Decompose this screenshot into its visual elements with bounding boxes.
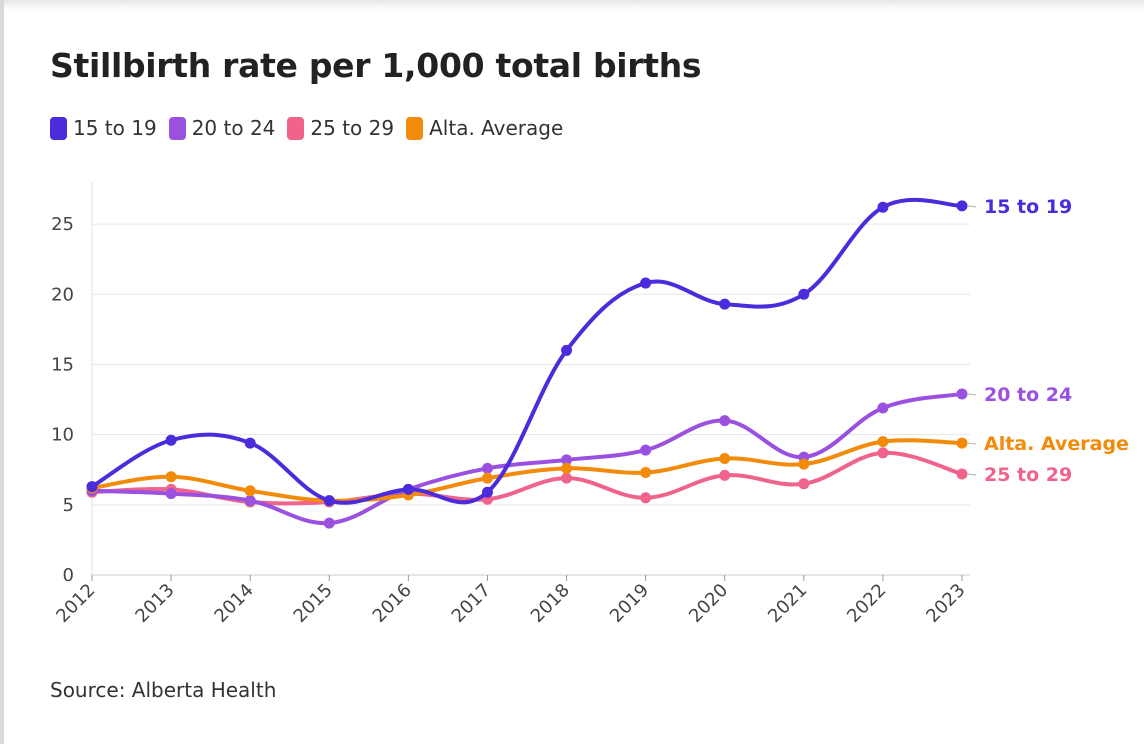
legend: 15 to 19 20 to 24 25 to 29 Alta. Average — [50, 116, 575, 140]
point-20-to-24-2017 — [481, 462, 493, 474]
point-15-to-19-2019 — [640, 277, 652, 289]
point-15-to-19-2020 — [719, 298, 731, 310]
y-tick-label-0: 0 — [63, 565, 74, 586]
legend-swatch-alta-average — [406, 116, 424, 140]
y-tick-label-5: 5 — [63, 495, 74, 516]
end-label-15-to-19: 15 to 19 — [984, 196, 1072, 218]
point-15-to-19-2022 — [877, 201, 889, 213]
point-15-to-19-2021 — [798, 288, 810, 300]
y-tick-label-15: 15 — [51, 354, 74, 375]
x-tick-label-2018: 2018 — [527, 580, 574, 627]
end-label-20-to-24: 20 to 24 — [984, 384, 1072, 406]
point-alta-average-2023 — [956, 437, 968, 449]
x-tick-label-2016: 2016 — [369, 580, 416, 627]
y-tick-label-20: 20 — [51, 284, 74, 305]
point-20-to-24-2019 — [640, 444, 652, 456]
y-tick-label-10: 10 — [51, 425, 74, 446]
point-alta-average-2020 — [719, 453, 731, 465]
x-tick-label-2014: 2014 — [210, 580, 257, 627]
point-alta-average-2019 — [640, 467, 652, 479]
legend-label-alta-average: Alta. Average — [429, 116, 564, 140]
point-15-to-19-2013 — [165, 434, 177, 446]
legend-item-25-to-29[interactable]: 25 to 29 — [287, 116, 394, 140]
legend-swatch-15-to-19 — [50, 116, 67, 140]
point-15-to-19-2015 — [323, 495, 335, 507]
point-15-to-19-2012 — [86, 481, 98, 493]
source-note: Source: Alberta Health — [50, 678, 277, 702]
point-alta-average-2013 — [165, 471, 177, 483]
point-25-to-29-2021 — [798, 478, 810, 490]
x-tick-label-2021: 2021 — [764, 580, 811, 627]
x-tick-label-2012: 2012 — [52, 580, 99, 627]
end-leader-20-to-24 — [967, 393, 977, 396]
end-label-25-to-29: 25 to 29 — [984, 464, 1072, 486]
point-alta-average-2014 — [244, 485, 256, 497]
point-25-to-29-2022 — [877, 447, 889, 459]
x-tick-label-2013: 2013 — [131, 580, 178, 627]
point-alta-average-2022 — [877, 436, 889, 448]
point-15-to-19-2016 — [402, 483, 414, 495]
point-15-to-19-2023 — [956, 200, 968, 212]
point-20-to-24-2022 — [877, 402, 889, 414]
window-left-border — [0, 0, 4, 744]
x-tick-label-2020: 2020 — [685, 580, 732, 627]
x-tick-label-2022: 2022 — [843, 580, 890, 627]
point-15-to-19-2018 — [561, 344, 573, 356]
legend-label-25-to-29: 25 to 29 — [310, 116, 395, 140]
legend-label-15-to-19: 15 to 19 — [73, 116, 157, 140]
point-alta-average-2018 — [561, 462, 573, 474]
point-20-to-24-2023 — [956, 388, 968, 400]
legend-swatch-20-to-24 — [168, 116, 186, 140]
end-leader-alta-average — [967, 442, 977, 445]
chart-title: Stillbirth rate per 1,000 total births — [50, 46, 702, 85]
point-20-to-24-2015 — [323, 517, 335, 529]
end-leader-15-to-19 — [967, 205, 977, 208]
point-alta-average-2021 — [798, 458, 810, 470]
point-15-to-19-2017 — [481, 486, 493, 498]
point-25-to-29-2018 — [561, 472, 573, 484]
window-top-shadow — [0, 0, 1144, 10]
end-label-alta-average: Alta. Average — [984, 433, 1129, 455]
end-leader-25-to-29 — [967, 473, 977, 476]
series-line-alta-average — [90, 438, 964, 503]
point-25-to-29-2020 — [719, 469, 731, 481]
legend-swatch-25-to-29 — [287, 116, 305, 140]
point-20-to-24-2020 — [719, 415, 731, 427]
x-tick-label-2023: 2023 — [922, 580, 969, 627]
point-25-to-29-2023 — [956, 468, 968, 480]
x-tick-label-2019: 2019 — [606, 580, 653, 627]
point-20-to-24-2018 — [561, 454, 573, 466]
legend-item-15-to-19[interactable]: 15 to 19 — [50, 116, 157, 140]
legend-item-alta-average[interactable]: Alta. Average — [406, 116, 563, 140]
y-tick-label-25: 25 — [51, 214, 74, 235]
point-15-to-19-2014 — [244, 437, 256, 449]
point-20-to-24-2013 — [165, 488, 177, 500]
x-tick-label-2017: 2017 — [448, 580, 495, 627]
point-alta-average-2017 — [481, 472, 493, 484]
legend-item-20-to-24[interactable]: 20 to 24 — [168, 116, 276, 140]
point-25-to-29-2019 — [640, 492, 652, 504]
point-20-to-24-2014 — [244, 495, 256, 507]
x-tick-label-2015: 2015 — [290, 580, 337, 627]
legend-label-20-to-24: 20 to 24 — [191, 116, 276, 140]
